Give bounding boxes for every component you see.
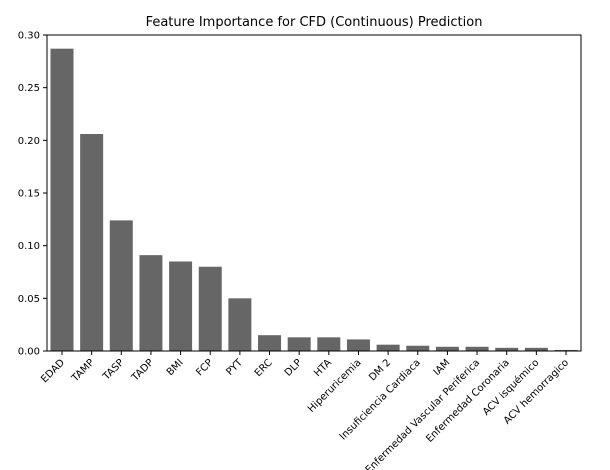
x-tick-label-2: TASP bbox=[101, 357, 127, 383]
y-tick-label-5: 0.25 bbox=[18, 83, 40, 94]
x-axis: EDAD TAMP TASP TADP BMI FCP PYT ERC DLP HTAHiperu… bbox=[39, 351, 571, 470]
bar-16 bbox=[524, 347, 548, 351]
x-tick-label-3: TADP bbox=[129, 357, 156, 384]
bar-8 bbox=[287, 337, 311, 351]
y-tick-label-2: 0.10 bbox=[18, 241, 40, 252]
x-tick-label-8: DLP bbox=[283, 357, 304, 378]
x-tick-label-11: DM 2 bbox=[367, 357, 393, 383]
x-tick-label-13: IAM bbox=[432, 357, 453, 378]
bar-0 bbox=[50, 48, 74, 351]
bar-14 bbox=[465, 346, 489, 351]
bar-17 bbox=[554, 349, 578, 351]
plot-frame bbox=[46, 34, 582, 352]
bar-4 bbox=[169, 261, 193, 351]
y-axis: 0.00 0.05 0.10 0.15 0.20 0.25 0.30 bbox=[18, 31, 47, 358]
x-tick-label-10: Hiperuricemia bbox=[306, 357, 364, 415]
y-tick-label-0: 0.00 bbox=[18, 347, 40, 358]
x-tick-label-5: FCP bbox=[194, 357, 215, 378]
x-tick-label-7: ERC bbox=[253, 357, 275, 379]
y-tick-label-4: 0.20 bbox=[18, 136, 40, 147]
bar-12 bbox=[406, 345, 430, 351]
bar-6 bbox=[228, 298, 252, 351]
y-tick-label-6: 0.30 bbox=[18, 31, 40, 42]
x-tick-label-4: BMI bbox=[165, 357, 186, 378]
y-tick-label-1: 0.05 bbox=[18, 294, 40, 305]
bar-15 bbox=[495, 347, 519, 351]
x-tick-label-6: PYT bbox=[224, 357, 245, 378]
chart-title: Feature Importance for CFD (Continuous) … bbox=[146, 15, 483, 30]
bar-11 bbox=[376, 344, 400, 351]
x-tick-label-1: TAMP bbox=[69, 357, 96, 384]
bar-9 bbox=[317, 337, 341, 351]
bar-13 bbox=[435, 346, 459, 351]
bars-group bbox=[50, 48, 578, 351]
y-tick-label-3: 0.15 bbox=[18, 189, 40, 200]
bar-5 bbox=[198, 266, 222, 351]
x-tick-label-9: HTA bbox=[312, 357, 334, 379]
x-tick-label-0: EDAD bbox=[39, 357, 67, 385]
bar-1 bbox=[80, 134, 104, 351]
bar-3 bbox=[139, 255, 163, 351]
bar-10 bbox=[346, 339, 370, 351]
bar-7 bbox=[258, 335, 282, 351]
bar-2 bbox=[109, 220, 133, 351]
